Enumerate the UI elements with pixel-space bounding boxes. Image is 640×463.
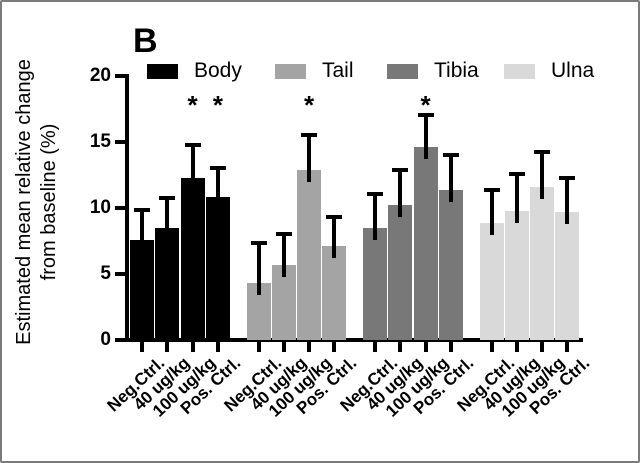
- x-axis-tick: [514, 342, 519, 352]
- error-bar-cap: [442, 152, 459, 157]
- error-bar-cap: [559, 176, 576, 181]
- x-axis-tick: [190, 342, 195, 352]
- error-bar-cap: [392, 168, 409, 173]
- error-bar-line: [540, 149, 545, 199]
- error-bar-cap: [367, 192, 383, 197]
- bar: [297, 169, 322, 340]
- panel-letter: B: [133, 22, 158, 60]
- bar: [504, 210, 529, 340]
- y-axis-title-line1: Estimated mean relative change: [13, 59, 35, 345]
- bar: [180, 177, 205, 340]
- significance-asterisk: *: [304, 90, 315, 120]
- error-bar-line: [140, 208, 144, 252]
- x-axis-tick: [373, 342, 377, 352]
- error-bar-cap: [134, 208, 150, 212]
- y-tick-label: 0: [100, 329, 111, 350]
- bar: [530, 186, 555, 340]
- significance-asterisk: *: [187, 90, 198, 120]
- legend-label: Body: [194, 59, 242, 82]
- error-bar-line: [373, 192, 377, 240]
- significance-asterisk: *: [420, 90, 431, 120]
- error-bar-line: [565, 176, 570, 224]
- legend-swatch-icon: [387, 63, 418, 79]
- y-tick-label: 15: [89, 131, 111, 152]
- bar: [413, 147, 438, 340]
- error-bar-line: [423, 112, 428, 160]
- legend-item-tail: Tail: [275, 57, 354, 85]
- legend-swatch-icon: [147, 63, 178, 79]
- error-bar-line: [190, 143, 195, 190]
- x-axis-tick: [398, 342, 403, 352]
- bar: [205, 197, 230, 340]
- y-axis-tick: [115, 338, 125, 342]
- error-bar-cap: [483, 188, 500, 193]
- bar: [479, 222, 504, 340]
- error-bar-cap: [301, 132, 318, 137]
- bar: [555, 211, 580, 340]
- error-bar-cap: [417, 112, 434, 117]
- error-bar-cap: [159, 196, 176, 201]
- x-axis-tick: [332, 342, 337, 352]
- error-bar-line: [448, 152, 453, 202]
- x-axis-line: [125, 338, 583, 342]
- error-bar-line: [281, 231, 286, 277]
- error-bar-cap: [209, 165, 226, 170]
- bar: [271, 264, 296, 340]
- x-axis-tick: [448, 342, 453, 352]
- error-bar-line: [307, 132, 312, 182]
- x-axis-tick: [256, 342, 261, 352]
- x-axis-tick: [423, 342, 428, 352]
- legend-item-body: Body: [147, 57, 242, 85]
- bar: [388, 205, 413, 340]
- legend-label: Tibia: [434, 59, 479, 82]
- x-axis-tick: [565, 342, 570, 352]
- y-axis-line: [125, 74, 129, 342]
- error-bar-cap: [508, 172, 525, 177]
- y-axis-tick: [115, 206, 125, 210]
- error-bar-line: [165, 196, 170, 240]
- legend-swatch-icon: [504, 63, 535, 79]
- significance-asterisk: *: [212, 90, 223, 120]
- x-axis-tick: [307, 342, 312, 352]
- x-axis-tick: [489, 342, 494, 352]
- error-bar-line: [398, 168, 403, 218]
- bar: [322, 246, 347, 340]
- y-tick-label: 5: [100, 263, 111, 284]
- x-axis-tick: [165, 342, 170, 352]
- legend-label: Ulna: [551, 59, 595, 82]
- error-bar-line: [514, 172, 519, 223]
- x-axis-tick: [281, 342, 286, 352]
- legend-item-ulna: Ulna: [504, 57, 594, 85]
- y-axis-tick: [115, 140, 125, 144]
- error-bar-cap: [275, 231, 292, 236]
- error-bar-cap: [250, 241, 267, 245]
- x-axis-tick: [540, 342, 545, 352]
- y-tick-label: 10: [89, 197, 111, 218]
- bar: [130, 239, 154, 340]
- y-tick-label: 20: [89, 65, 111, 86]
- bar: [155, 227, 180, 340]
- error-bar-cap: [326, 214, 343, 219]
- error-bar-line: [332, 214, 337, 259]
- x-axis-tick: [215, 342, 220, 352]
- y-axis-tick: [115, 74, 125, 78]
- error-bar-cap: [184, 143, 201, 148]
- legend-item-tibia: Tibia: [387, 57, 479, 85]
- bar: [438, 189, 463, 340]
- legend-swatch-icon: [275, 63, 306, 79]
- y-axis-tick: [115, 272, 125, 276]
- error-bar-line: [256, 241, 261, 296]
- x-axis-tick: [140, 342, 144, 352]
- error-bar-line: [489, 188, 494, 235]
- error-bar-cap: [534, 149, 551, 154]
- bar: [363, 227, 387, 340]
- legend-label: Tail: [322, 59, 354, 82]
- error-bar-line: [215, 165, 220, 210]
